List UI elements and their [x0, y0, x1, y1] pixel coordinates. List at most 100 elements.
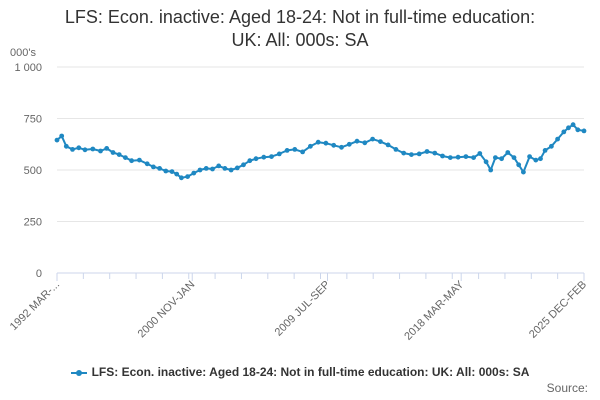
data-point — [253, 156, 259, 162]
data-point — [76, 145, 82, 151]
data-point — [247, 158, 253, 164]
data-point — [197, 167, 203, 173]
data-point — [575, 127, 581, 133]
data-point — [104, 146, 110, 151]
data-point — [331, 142, 337, 148]
data-point — [82, 147, 88, 153]
data-point — [157, 166, 163, 171]
x-tick-label: 2025 DEC-FEB — [527, 279, 589, 341]
data-point — [123, 155, 128, 161]
data-point — [432, 150, 438, 156]
x-tick-label: 2000 NOV-JAN — [136, 279, 198, 341]
data-point — [362, 140, 368, 146]
data-point — [300, 149, 305, 155]
data-point — [98, 148, 103, 154]
data-point — [527, 154, 532, 160]
data-point — [276, 151, 282, 157]
data-point — [493, 155, 498, 161]
data-point — [447, 155, 453, 161]
y-tick-label: 500 — [24, 165, 42, 177]
data-point — [216, 163, 222, 169]
data-point — [339, 144, 344, 150]
chart-title-line-1: LFS: Econ. inactive: Aged 18-24: Not in … — [64, 7, 536, 27]
data-point — [499, 156, 504, 162]
y-tick-label: 0 — [36, 268, 42, 280]
data-point — [555, 136, 560, 142]
data-point — [440, 153, 445, 159]
legend-series-label: LFS: Econ. inactive: Aged 18-24: Not in … — [91, 365, 530, 379]
data-point — [581, 128, 587, 134]
legend-swatch — [70, 368, 87, 378]
data-point — [549, 143, 554, 149]
data-point — [210, 166, 215, 172]
data-point — [393, 147, 399, 152]
data-point — [463, 154, 469, 160]
data-point — [471, 155, 476, 161]
data-point — [561, 129, 567, 135]
data-point — [416, 151, 422, 157]
data-point — [228, 167, 234, 173]
data-point — [409, 152, 414, 158]
y-axis-unit-label: 000's — [10, 47, 36, 59]
data-point — [511, 155, 517, 161]
data-point — [424, 149, 430, 154]
data-point — [63, 143, 69, 149]
data-point — [370, 136, 375, 142]
data-point — [137, 157, 142, 163]
chart-title-line-2: UK: All: 000s: SA — [231, 30, 369, 50]
data-point — [483, 159, 489, 165]
data-point — [284, 148, 290, 153]
data-point — [110, 150, 116, 155]
x-tick-label: 2018 MAR-MAY — [402, 278, 467, 343]
data-point — [505, 150, 511, 155]
data-point — [185, 174, 191, 180]
data-point — [234, 165, 240, 171]
data-point — [346, 141, 352, 147]
x-tick-label: 2009 JUL-SEP — [273, 279, 333, 339]
data-point — [59, 133, 65, 139]
data-point — [477, 151, 483, 156]
data-point — [488, 167, 494, 173]
data-point — [261, 154, 267, 160]
data-point — [292, 147, 298, 152]
data-point — [151, 164, 156, 170]
legend-swatch-marker — [75, 369, 82, 376]
data-point — [174, 171, 180, 177]
data-point — [54, 137, 60, 143]
data-point — [385, 142, 391, 148]
data-point — [179, 175, 184, 181]
data-point — [378, 139, 383, 145]
data-point — [203, 166, 209, 171]
data-point — [70, 147, 75, 152]
y-tick-label: 1 000 — [14, 62, 42, 74]
data-point — [222, 166, 228, 171]
data-point — [129, 158, 135, 164]
data-point — [533, 157, 539, 163]
legend[interactable]: LFS: Econ. inactive: Aged 18-24: Not in … — [0, 365, 600, 379]
data-point — [163, 168, 169, 174]
data-point — [455, 154, 461, 160]
data-point — [570, 122, 576, 128]
data-point — [323, 140, 329, 146]
data-point — [191, 170, 197, 176]
data-point — [538, 156, 543, 162]
y-tick-label: 250 — [24, 217, 42, 229]
data-point — [521, 169, 526, 175]
data-point — [90, 146, 96, 152]
data-point — [566, 125, 571, 131]
data-point — [116, 152, 122, 158]
data-point — [542, 148, 548, 153]
data-point — [308, 143, 313, 149]
x-tick-label: 1992 MAR-... — [8, 279, 62, 333]
data-point — [516, 162, 522, 168]
source-label: Source: — [546, 381, 588, 395]
data-point — [241, 162, 246, 168]
data-point — [169, 169, 175, 175]
chart-title: LFS: Econ. inactive: Aged 18-24: Not in … — [0, 6, 600, 52]
y-tick-label: 750 — [24, 114, 42, 126]
data-point — [269, 154, 274, 160]
data-point — [401, 150, 407, 156]
data-point — [144, 161, 150, 167]
data-point — [315, 139, 321, 145]
